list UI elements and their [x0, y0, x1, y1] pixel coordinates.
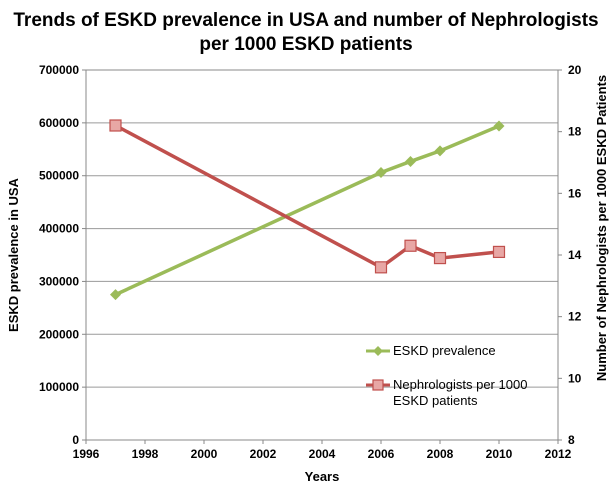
series-1-point-1 — [374, 261, 388, 274]
series-line-1 — [114, 123, 500, 270]
legend-label-eskd: ESKD prevalence — [393, 343, 496, 358]
y-left-tick-label-3: 300000 — [39, 274, 79, 288]
chart-title-line-2: per 1000 ESKD patients — [199, 34, 412, 55]
y-left-tick-label-5: 500000 — [39, 169, 79, 183]
y-axis-left-label: ESKD prevalence in USA — [6, 177, 21, 331]
series-1-point-2 — [404, 239, 417, 252]
x-tick-label-7: 2010 — [486, 447, 513, 461]
x-tick-label-6: 2008 — [427, 447, 454, 461]
y-right-tick-label-6: 20 — [568, 63, 582, 77]
chart-title-line-1: Trends of ESKD prevalence in USA and num… — [13, 10, 598, 31]
y-right-tick-label-4: 16 — [568, 186, 582, 200]
legend-label-nephro-line-2: ESKD patients — [393, 393, 478, 408]
x-tick-label-8: 2012 — [545, 447, 572, 461]
series-0-point-4 — [493, 120, 505, 132]
y-left-tick-label-7: 700000 — [39, 63, 79, 77]
x-tick-label-5: 2006 — [368, 447, 395, 461]
series-1-point-0 — [109, 119, 122, 132]
gridlines — [86, 69, 558, 441]
y-left-tick-label-4: 400000 — [39, 222, 79, 236]
x-tick-label-0: 1996 — [73, 447, 100, 461]
y-left-tick-label-0: 0 — [72, 433, 79, 447]
y-left-tick-label-1: 100000 — [39, 380, 79, 394]
x-axis-label: Years — [305, 469, 340, 484]
x-axis-ticks: 1996 1998 2000 2002 2004 2006 2008 2010 2012 — [73, 440, 572, 461]
y-left-tick-label-6: 600000 — [39, 116, 79, 130]
series-1-point-4 — [492, 245, 506, 259]
series-0-point-3 — [434, 145, 446, 157]
legend: ESKD prevalence Nephrologists per 1000 E… — [366, 343, 527, 408]
y-left-tick-label-2: 200000 — [39, 327, 79, 341]
y-right-tick-label-0: 8 — [568, 433, 575, 447]
x-tick-label-1: 1998 — [132, 447, 159, 461]
legend-marker-nephro — [372, 379, 384, 391]
x-tick-label-2: 2000 — [191, 447, 218, 461]
series-0-point-0 — [110, 289, 121, 301]
y-right-tick-label-3: 14 — [568, 248, 582, 262]
y-right-tick-label-1: 10 — [568, 371, 582, 385]
x-tick-label-3: 2002 — [250, 447, 277, 461]
x-tick-label-4: 2004 — [309, 447, 336, 461]
y-axis-right-ticks: 8 10 12 14 16 18 20 — [558, 63, 582, 447]
y-right-tick-label-5: 18 — [568, 125, 582, 139]
series-1-point-3 — [433, 251, 447, 265]
series-0-point-2 — [405, 155, 416, 167]
legend-label-nephro-line-1: Nephrologists per 1000 — [393, 377, 527, 392]
y-axis-right-label: Number of Nephrologists per 1000 ESKD Pa… — [594, 75, 609, 381]
y-right-tick-label-2: 12 — [568, 310, 582, 324]
series-group — [109, 119, 506, 301]
series-0-point-1 — [375, 167, 387, 179]
legend-marker-eskd — [373, 346, 383, 356]
y-axis-left-ticks: 0 100000 200000 300000 400000 500000 600000 700… — [39, 63, 86, 447]
